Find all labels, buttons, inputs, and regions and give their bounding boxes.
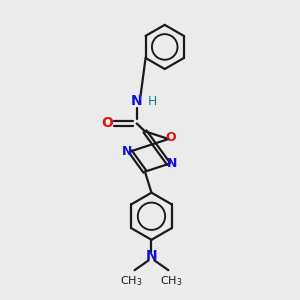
- Text: N: N: [131, 94, 142, 108]
- Text: N: N: [167, 158, 177, 170]
- Text: H: H: [147, 95, 157, 108]
- Text: CH$_3$: CH$_3$: [120, 274, 143, 287]
- Text: O: O: [101, 116, 113, 130]
- Text: N: N: [146, 249, 157, 263]
- Text: CH$_3$: CH$_3$: [160, 274, 183, 287]
- Text: O: O: [166, 131, 176, 144]
- Text: N: N: [122, 145, 133, 158]
